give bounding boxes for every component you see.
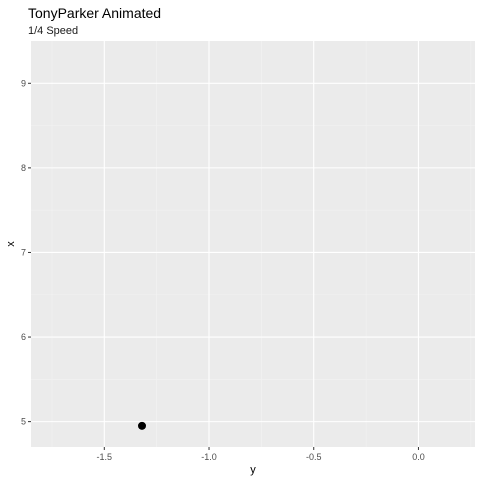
chart-subtitle: 1/4 Speed (28, 25, 78, 37)
x-tick-label: -1.0 (201, 452, 217, 462)
x-axis-ticks: -1.5 -1.0 -0.5 0.0 (97, 447, 425, 462)
y-tick-label: 6 (21, 332, 26, 342)
y-tick-label: 7 (21, 247, 26, 257)
y-tick-label: 8 (21, 163, 26, 173)
x-tick-label: -1.5 (97, 452, 113, 462)
y-axis-ticks: 5 6 7 8 9 (21, 78, 31, 427)
grid-major (31, 41, 475, 447)
y-axis-label: x (5, 241, 17, 247)
x-tick-label: -0.5 (306, 452, 322, 462)
y-tick-label: 5 (21, 417, 26, 427)
plot-panel (31, 41, 475, 447)
chart-title: TonyParker Animated (28, 5, 161, 21)
data-points (138, 421, 146, 430)
y-tick-label: 9 (21, 78, 26, 88)
x-tick-label: 0.0 (412, 452, 425, 462)
data-point (138, 421, 146, 430)
x-axis-label: y (250, 464, 256, 476)
grid-minor (31, 41, 475, 447)
